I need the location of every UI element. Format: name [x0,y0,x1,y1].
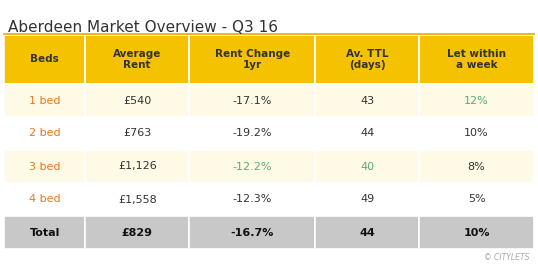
Bar [4,84,86,117]
Text: Rent Change
1yr: Rent Change 1yr [215,49,290,70]
Bar [315,84,419,117]
Text: 8%: 8% [468,161,485,172]
Text: 49: 49 [360,194,374,205]
Bar [419,35,534,84]
Bar [419,84,534,117]
Text: £1,558: £1,558 [118,194,157,205]
Bar [419,183,534,216]
Text: Av. TTL
(days): Av. TTL (days) [346,49,388,70]
Bar [419,150,534,183]
Bar [4,216,86,249]
Bar [86,117,189,150]
Text: © CITYLETS: © CITYLETS [485,253,530,263]
Text: 10%: 10% [464,128,489,139]
Text: 43: 43 [360,95,374,106]
Bar [315,117,419,150]
Bar [419,216,534,249]
Text: 5%: 5% [468,194,485,205]
Text: 44: 44 [360,128,374,139]
Bar [315,183,419,216]
Text: 2 bed: 2 bed [29,128,60,139]
Bar [189,183,315,216]
Text: £540: £540 [123,95,151,106]
Text: 4 bed: 4 bed [29,194,60,205]
Bar [189,216,315,249]
Bar [4,183,86,216]
Bar [315,35,419,84]
Text: Let within
a week: Let within a week [447,49,506,70]
Bar [4,35,86,84]
Bar [86,150,189,183]
Text: Average
Rent: Average Rent [113,49,161,70]
Bar [4,117,86,150]
Text: -16.7%: -16.7% [230,227,274,238]
Bar [86,216,189,249]
Text: 10%: 10% [463,227,490,238]
Text: -12.3%: -12.3% [232,194,272,205]
Bar [86,35,189,84]
Text: £829: £829 [122,227,153,238]
Text: 12%: 12% [464,95,489,106]
Text: -17.1%: -17.1% [232,95,272,106]
Text: £763: £763 [123,128,151,139]
Bar [189,117,315,150]
Text: 3 bed: 3 bed [29,161,60,172]
Bar [4,150,86,183]
Text: Beds: Beds [30,55,59,64]
Bar [189,150,315,183]
Bar [86,84,189,117]
Text: £1,126: £1,126 [118,161,157,172]
Text: 44: 44 [359,227,375,238]
Text: Total: Total [30,227,60,238]
Bar [315,216,419,249]
Bar [189,84,315,117]
Text: -19.2%: -19.2% [232,128,272,139]
Bar [86,183,189,216]
Bar [189,35,315,84]
Text: 40: 40 [360,161,374,172]
Bar [419,117,534,150]
Text: -12.2%: -12.2% [232,161,272,172]
Text: Aberdeen Market Overview - Q3 16: Aberdeen Market Overview - Q3 16 [8,20,278,35]
Bar [315,150,419,183]
Text: 1 bed: 1 bed [29,95,60,106]
